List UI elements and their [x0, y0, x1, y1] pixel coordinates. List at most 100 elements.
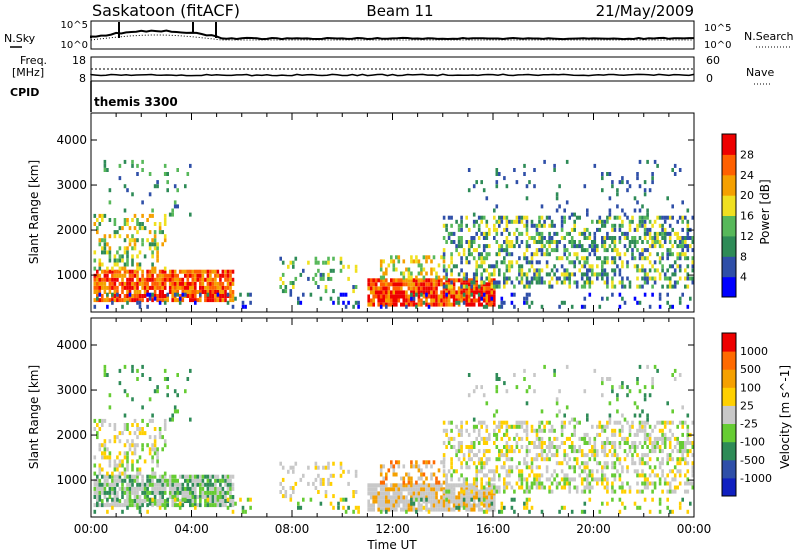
power-cell: [128, 292, 132, 297]
power-cell: [442, 294, 446, 299]
velocity-cell: [96, 490, 99, 495]
power-cell: [591, 280, 594, 285]
power-cell: [656, 231, 659, 236]
power-cell: [452, 264, 456, 269]
power-cell: [661, 236, 664, 240]
velocity-cell: [390, 487, 393, 492]
power-cell: [573, 272, 576, 277]
power-cell: [633, 244, 637, 249]
velocity-cell: [153, 435, 157, 440]
velocity-cell: [143, 459, 147, 464]
power-cell: [603, 272, 607, 277]
velocity-cell: [407, 503, 411, 508]
power-cell: [555, 280, 559, 285]
velocity-cell: [641, 424, 644, 429]
power-cell: [216, 292, 220, 297]
velocity-cell: [445, 477, 448, 482]
velocity-cell: [658, 461, 662, 466]
power-cell: [656, 240, 659, 244]
power-cell: [475, 298, 478, 303]
velocity-cell: [686, 432, 690, 437]
power-cell: [141, 222, 144, 226]
power-cell: [231, 290, 235, 294]
power-cell: [214, 277, 217, 282]
velocity-cell: [508, 481, 511, 486]
velocity-cell: [575, 485, 579, 490]
velocity-cell: [580, 436, 584, 441]
power-cell: [96, 277, 99, 282]
power-cell: [538, 268, 541, 273]
power-cell: [558, 184, 561, 189]
power-cell: [616, 192, 619, 197]
power-cell: [510, 219, 514, 224]
velocity-cell: [641, 420, 644, 425]
velocity-cell: [194, 499, 197, 503]
velocity-cell: [163, 482, 167, 487]
power-cell: [495, 219, 499, 224]
velocity-cell: [586, 473, 589, 478]
velocity-cell: [563, 485, 566, 490]
power-cell: [425, 298, 428, 303]
power-cell: [98, 285, 102, 290]
power-cell: [495, 168, 499, 172]
velocity-cell: [184, 478, 187, 483]
velocity-cell: [113, 486, 117, 491]
velocity-cell: [141, 478, 144, 483]
velocity-cell: [661, 449, 664, 454]
colorbar-swatch: [722, 235, 736, 257]
velocity-cell: [101, 451, 104, 456]
power-cell: [495, 264, 499, 269]
velocity-cell: [405, 509, 408, 514]
velocity-cell: [606, 420, 609, 425]
velocity-cell: [553, 453, 556, 458]
power-cell: [153, 234, 157, 239]
colorbar-tick-label: 20: [740, 189, 754, 202]
velocity-cell: [136, 478, 139, 483]
velocity-cell: [447, 487, 451, 492]
power-cell: [390, 294, 393, 299]
velocity-cell: [560, 432, 564, 437]
power-cell: [555, 268, 559, 273]
velocity-cell: [379, 495, 383, 500]
power-cell: [540, 248, 544, 253]
velocity-cell: [573, 477, 576, 482]
power-cell: [508, 244, 511, 249]
velocity-cell: [508, 465, 511, 470]
velocity-cell: [442, 480, 446, 485]
velocity-cell: [601, 428, 604, 433]
power-cell: [525, 196, 529, 201]
velocity-cell: [633, 413, 637, 418]
velocity-cell: [498, 424, 501, 429]
velocity-cell: [171, 474, 174, 479]
power-cell: [460, 298, 463, 303]
velocity-cell: [535, 445, 539, 449]
power-cell: [553, 168, 556, 172]
velocity-cell: [636, 505, 639, 510]
power-cell: [543, 252, 546, 257]
velocity-cell: [372, 491, 375, 496]
velocity-cell: [480, 485, 483, 490]
velocity-cell: [244, 509, 247, 514]
velocity-cell: [656, 420, 659, 425]
velocity-cell: [106, 503, 109, 508]
velocity-cell: [520, 481, 524, 486]
power-cell: [329, 296, 333, 301]
power-cell: [641, 276, 644, 281]
velocity-cell: [440, 483, 443, 488]
power-cell: [176, 281, 179, 286]
power-cell: [586, 212, 589, 217]
power-cell: [482, 290, 486, 295]
velocity-cell: [646, 420, 649, 425]
power-cell: [191, 294, 195, 298]
power-cell: [477, 298, 481, 303]
power-cell: [686, 227, 690, 232]
power-cell: [651, 284, 654, 289]
power-cell: [588, 284, 592, 289]
velocity-cell: [379, 483, 383, 488]
velocity-cell: [447, 489, 451, 494]
velocity-cell: [485, 457, 489, 462]
power-cell: [570, 240, 574, 244]
power-cell: [407, 275, 411, 280]
power-cell: [510, 252, 514, 257]
power-cell: [475, 276, 478, 281]
